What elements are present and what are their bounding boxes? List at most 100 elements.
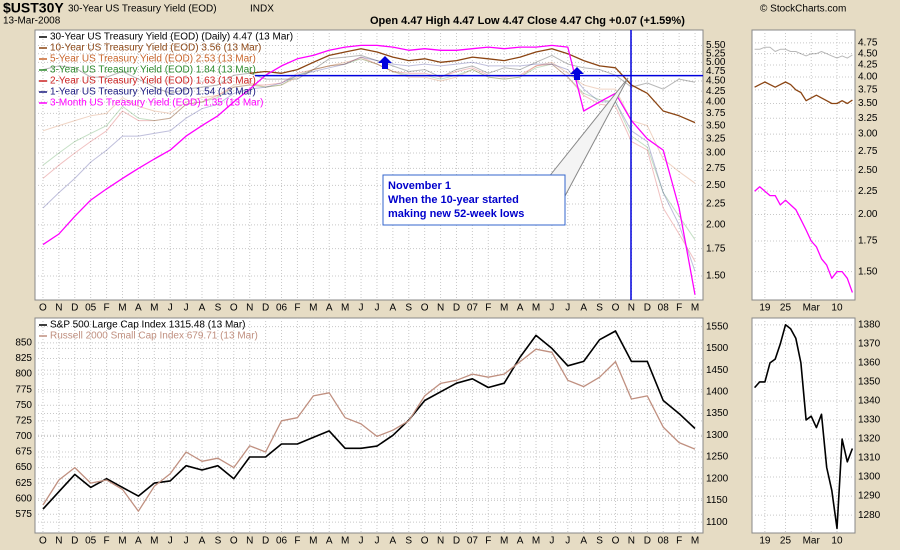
series-line: [754, 46, 853, 59]
x-tick-label: A: [580, 536, 587, 547]
plot-area: [751, 29, 856, 301]
y-tick-label: 4.00: [706, 97, 726, 108]
annotation-text: When the 10-year started: [388, 194, 519, 206]
x-tick-label: M: [691, 536, 699, 547]
x-tick-label: M: [341, 536, 349, 547]
x-tick-label: A: [517, 303, 524, 314]
x-tick-label: F: [676, 303, 682, 314]
plot-area: [751, 317, 856, 534]
x-tick-label: O: [612, 536, 620, 547]
x-tick-label: D: [644, 303, 651, 314]
x-tick-label: 25: [780, 536, 792, 547]
y-tick-label: 1.50: [706, 271, 726, 282]
x-tick-label: J: [374, 536, 379, 547]
x-tick-label: M: [150, 303, 158, 314]
x-tick-label: A: [390, 536, 397, 547]
x-tick-label: 06: [276, 303, 288, 314]
legend-label: 30-Year US Treasury Yield (EOD) (Daily) …: [50, 32, 293, 43]
y-tick-label: 1290: [858, 491, 881, 502]
y-tick-label: 4.25: [858, 60, 878, 71]
series-line: [249, 48, 696, 124]
y-tick-label: 1.75: [858, 236, 878, 247]
y-tick-label: 1380: [858, 319, 881, 330]
x-tick-label: M: [118, 303, 126, 314]
x-tick-label: N: [437, 536, 444, 547]
y-tick-label: 1300: [858, 472, 881, 483]
series-line: [42, 44, 696, 295]
x-tick-label: D: [262, 536, 269, 547]
x-tick-label: N: [55, 536, 62, 547]
x-tick-label: 19: [759, 536, 771, 547]
x-tick-label: 25: [780, 303, 792, 314]
x-tick-label: F: [104, 303, 110, 314]
series-line: [754, 186, 854, 293]
x-tick-label: F: [676, 536, 682, 547]
x-tick-label: F: [104, 536, 110, 547]
x-tick-label: M: [341, 303, 349, 314]
x-tick-label: D: [644, 536, 651, 547]
x-tick-label: A: [199, 303, 206, 314]
x-tick-label: M: [691, 303, 699, 314]
quote: Open 4.47 High 4.47 Low 4.47 Close 4.47 …: [370, 15, 685, 27]
y-tick-label: 3.00: [858, 129, 878, 140]
x-tick-label: J: [374, 303, 379, 314]
x-tick-label: 07: [467, 303, 479, 314]
y-tick-label: 1350: [858, 377, 881, 388]
plot-area: [34, 317, 704, 534]
source: © StockCharts.com: [760, 4, 846, 15]
x-tick-label: A: [326, 303, 333, 314]
y-tick-label: 4.75: [858, 38, 878, 49]
symbol: $UST30Y: [3, 0, 64, 16]
x-tick-label: D: [453, 303, 460, 314]
y-tick-label: 775: [15, 384, 32, 395]
x-tick-label: M: [500, 303, 508, 314]
x-tick-label: J: [184, 303, 189, 314]
x-tick-label: S: [215, 536, 222, 547]
legend-label: Russell 2000 Small Cap Index 679.71 (13 …: [50, 331, 258, 342]
y-tick-label: 1150: [706, 495, 728, 506]
x-tick-label: J: [549, 536, 554, 547]
y-tick-label: 2.50: [706, 180, 726, 191]
date: 13-Mar-2008: [3, 16, 61, 27]
y-tick-label: 1310: [858, 453, 881, 464]
y-tick-label: 1370: [858, 339, 881, 350]
x-tick-label: M: [309, 303, 317, 314]
y-tick-label: 1450: [706, 365, 729, 376]
arrow: [570, 67, 584, 80]
legend-label: 3-Month US Treasury Yield (EOD) 1.35 (13…: [50, 98, 263, 109]
y-tick-label: 3.00: [706, 148, 726, 159]
y-tick-label: 3.50: [706, 120, 726, 131]
x-tick-label: O: [421, 536, 429, 547]
x-tick-label: S: [596, 536, 603, 547]
x-tick-label: J: [565, 303, 570, 314]
y-tick-label: 2.00: [706, 220, 726, 231]
y-tick-label: 1350: [706, 408, 729, 419]
x-tick-label: F: [294, 536, 300, 547]
x-tick-label: N: [246, 536, 253, 547]
y-tick-label: 3.50: [858, 98, 878, 109]
y-tick-label: 1550: [706, 321, 729, 332]
x-tick-label: J: [168, 303, 173, 314]
y-tick-label: 4.50: [706, 76, 726, 87]
x-tick-label: O: [39, 303, 47, 314]
y-tick-label: 2.75: [706, 163, 726, 174]
y-tick-label: 700: [15, 431, 32, 442]
y-tick-label: 2.75: [858, 146, 878, 157]
y-tick-label: 625: [15, 478, 32, 489]
x-tick-label: A: [135, 536, 142, 547]
x-tick-label: 08: [658, 536, 670, 547]
y-tick-label: 5.00: [706, 57, 726, 68]
series-line: [42, 330, 696, 510]
x-tick-label: D: [71, 536, 78, 547]
y-tick-label: 1.50: [858, 266, 878, 277]
y-tick-label: 650: [15, 462, 32, 473]
legend-label: 3-Year US Treasury Yield (EOD) 1.84 (13 …: [50, 65, 256, 76]
legend-label: 1-Year US Treasury Yield (EOD) 1.54 (13 …: [50, 87, 256, 98]
y-tick-label: 1360: [858, 358, 881, 369]
x-tick-label: 10: [831, 303, 843, 314]
x-tick-label: J: [168, 536, 173, 547]
y-tick-label: 1400: [706, 386, 729, 397]
y-tick-label: 3.75: [858, 84, 878, 95]
y-tick-label: 4.75: [706, 66, 726, 77]
